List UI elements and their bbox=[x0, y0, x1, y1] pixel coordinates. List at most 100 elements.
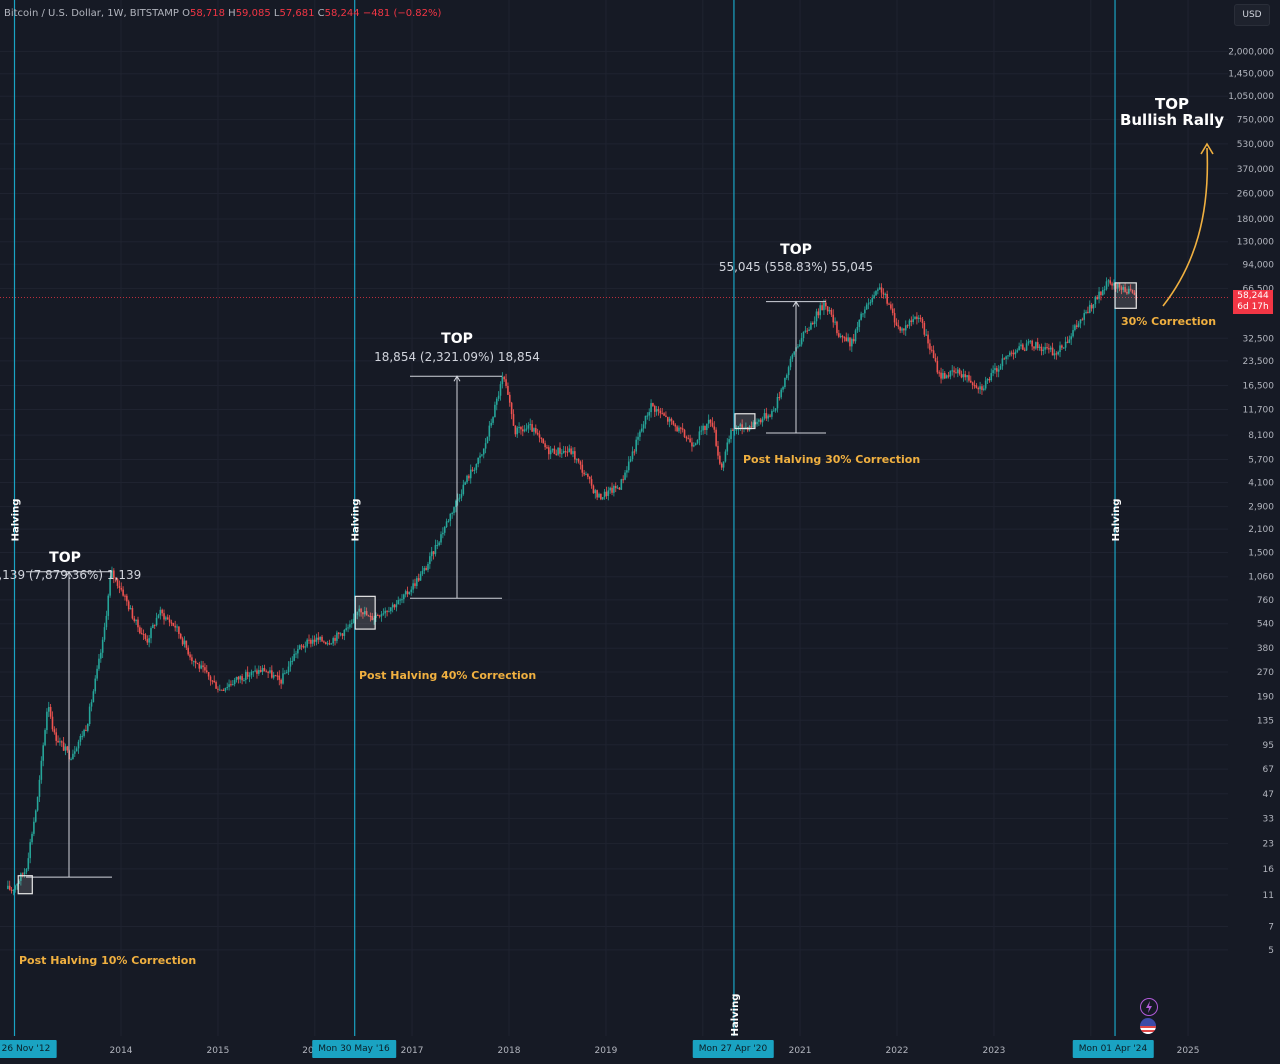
candle-down bbox=[205, 670, 208, 673]
candle-up bbox=[298, 645, 301, 650]
halving-label: Halving bbox=[730, 994, 741, 1037]
candle-down bbox=[185, 640, 188, 648]
candle-up bbox=[81, 735, 84, 737]
candle-down bbox=[811, 322, 814, 325]
candle-down bbox=[302, 645, 305, 648]
y-tick-label: 130,000 bbox=[1237, 238, 1274, 248]
candle-up bbox=[1005, 356, 1007, 359]
candle-down bbox=[689, 438, 691, 443]
candle-down bbox=[317, 637, 320, 640]
candle-up bbox=[1014, 351, 1017, 355]
candle-down bbox=[955, 372, 957, 374]
candle-up bbox=[343, 629, 346, 636]
candle-up bbox=[629, 459, 632, 462]
candle-down bbox=[555, 453, 558, 455]
candle-up bbox=[854, 330, 857, 342]
high-label: H bbox=[228, 8, 236, 19]
candle-up bbox=[733, 429, 736, 431]
candle-down bbox=[189, 654, 191, 658]
candle-up bbox=[183, 640, 186, 645]
price-axis[interactable]: 5 7 11 16 23 33 47 67 95 135 190 270 380 540 760 1,060 1… bbox=[1228, 0, 1280, 1064]
candle-up bbox=[700, 430, 703, 432]
candle-down bbox=[230, 684, 232, 686]
candle-down bbox=[198, 664, 201, 669]
candle-down bbox=[577, 458, 580, 462]
candle-up bbox=[914, 316, 916, 320]
candle-down bbox=[665, 415, 667, 417]
candle-down bbox=[973, 385, 976, 387]
candle-down bbox=[977, 387, 980, 390]
candle-up bbox=[696, 439, 699, 444]
candle-down bbox=[830, 309, 833, 315]
candle-up bbox=[453, 507, 455, 513]
currency-button[interactable]: USD bbox=[1234, 4, 1270, 26]
measure-tools bbox=[26, 300, 826, 878]
candle-up bbox=[823, 302, 825, 311]
candle-up bbox=[776, 397, 779, 409]
lightning-icon[interactable] bbox=[1140, 998, 1158, 1016]
candle-up bbox=[469, 469, 472, 479]
candle-down bbox=[1023, 349, 1026, 351]
correction-box bbox=[17, 875, 33, 895]
candle-up bbox=[436, 545, 439, 547]
candle-up bbox=[1016, 350, 1019, 352]
candle-up bbox=[18, 880, 20, 884]
candle-down bbox=[717, 445, 719, 456]
candle-down bbox=[960, 374, 963, 378]
y-tick-label: 2,900 bbox=[1248, 503, 1274, 513]
lightning-glyph bbox=[1146, 1001, 1152, 1013]
candle-up bbox=[1105, 281, 1108, 290]
candle-down bbox=[174, 625, 176, 628]
candle-down bbox=[362, 612, 364, 615]
candle-up bbox=[787, 367, 790, 376]
candle-up bbox=[272, 675, 275, 678]
candle-down bbox=[220, 689, 223, 691]
candle-up bbox=[730, 429, 732, 440]
candle-up bbox=[828, 309, 831, 312]
candle-up bbox=[1053, 353, 1056, 356]
candle-down bbox=[897, 325, 900, 327]
candle-up bbox=[1122, 287, 1125, 290]
candle-down bbox=[943, 373, 946, 379]
candle-down bbox=[657, 409, 660, 411]
candle-down bbox=[821, 305, 823, 311]
correction-label-2020: Post Halving 30% Correction bbox=[743, 453, 921, 466]
candle-up bbox=[642, 424, 645, 429]
candle-down bbox=[930, 349, 933, 351]
candle-down bbox=[927, 334, 929, 344]
candle-up bbox=[562, 451, 565, 454]
candle-up bbox=[293, 654, 295, 661]
us-flag-icon[interactable] bbox=[1140, 1018, 1156, 1034]
candle-up bbox=[798, 344, 801, 347]
time-axis[interactable]: 2014 2015 20 2017 2018 2019 2021 2022 2023 2025 bbox=[0, 1036, 1280, 1064]
candle-up bbox=[497, 395, 500, 399]
candle-down bbox=[1081, 319, 1084, 321]
candle-up bbox=[523, 429, 526, 432]
candle-up bbox=[620, 479, 623, 490]
candle-up bbox=[724, 451, 727, 462]
candle-down bbox=[507, 385, 509, 395]
y-tick-label: 530,000 bbox=[1237, 140, 1274, 150]
candle-down bbox=[85, 729, 87, 731]
candle-down bbox=[414, 583, 416, 586]
candle-up bbox=[235, 676, 238, 681]
candle-up bbox=[388, 611, 390, 613]
x-tick-label: 2023 bbox=[982, 1046, 1005, 1056]
candle-down bbox=[817, 311, 820, 316]
candle-down bbox=[548, 447, 550, 455]
candle-up bbox=[1072, 330, 1074, 337]
candle-down bbox=[566, 451, 569, 453]
candle-up bbox=[774, 408, 777, 411]
candle-down bbox=[406, 591, 409, 595]
candle-down bbox=[681, 428, 684, 430]
candle-up bbox=[297, 649, 299, 654]
candle-down bbox=[386, 610, 388, 612]
candle-up bbox=[603, 491, 606, 498]
halving-label: Halving bbox=[11, 499, 22, 542]
candle-down bbox=[62, 742, 65, 751]
candle-down bbox=[222, 689, 225, 691]
candle-down bbox=[417, 578, 420, 581]
candle-up bbox=[443, 527, 446, 533]
candle-down bbox=[308, 639, 310, 641]
